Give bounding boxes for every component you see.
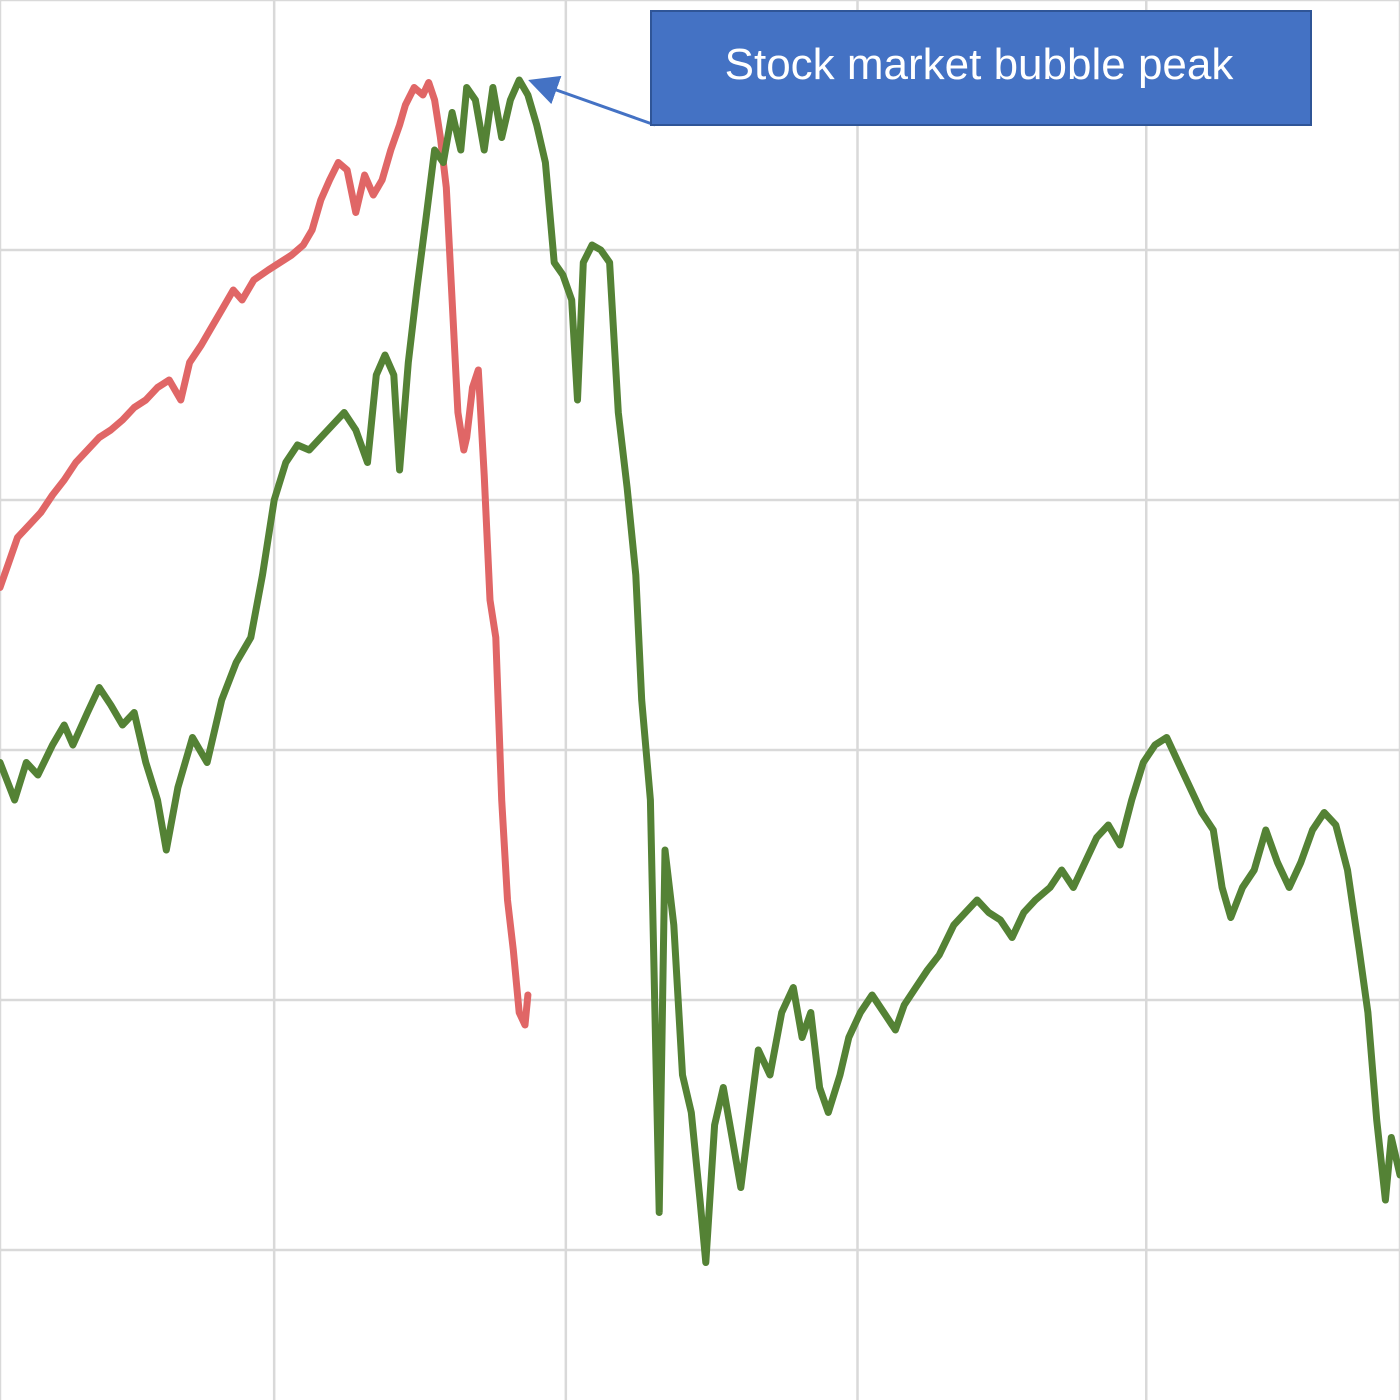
series-line-1: [0, 76, 1400, 1266]
series-group: [0, 76, 1400, 1266]
annotation-callout: Stock market bubble peak: [528, 10, 1312, 127]
annotation-arrow: [528, 75, 656, 127]
annotation-label: Stock market bubble peak: [725, 40, 1235, 89]
series-line-0: [0, 79, 532, 1029]
annotation-box: [650, 10, 1312, 126]
